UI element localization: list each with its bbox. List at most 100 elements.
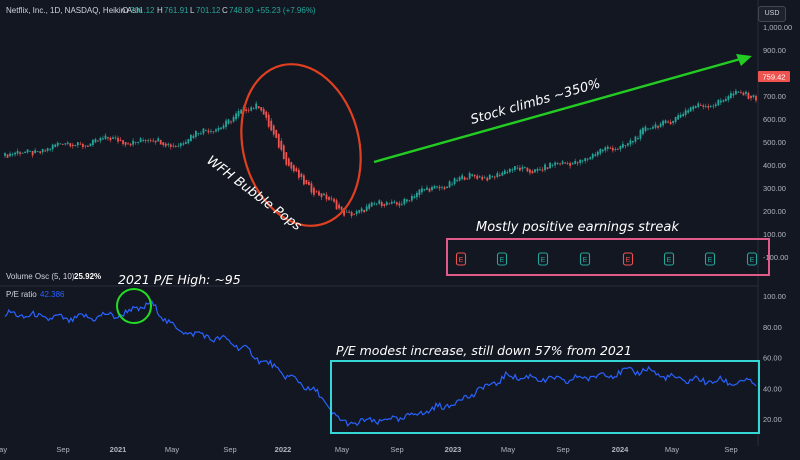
candle-body (335, 200, 338, 210)
earnings-marker[interactable]: E (496, 252, 508, 266)
candle-body (184, 142, 187, 145)
candle-body (408, 200, 411, 202)
candle-body (546, 167, 549, 169)
candle-body (529, 169, 531, 173)
candle-body (418, 189, 421, 196)
pe-tick-label: 80.00 (763, 323, 782, 332)
earnings-marker-box (537, 252, 549, 266)
candle-body (333, 198, 335, 202)
high-value: 761.91 (164, 6, 189, 15)
pe-tick-label: 100.00 (763, 292, 786, 301)
price-y-axis[interactable]: 1,000.00900.00800.00700.00600.00500.0040… (763, 23, 792, 262)
candle-body (446, 186, 448, 189)
candle-body (747, 92, 750, 99)
candle-body (616, 149, 619, 150)
candle-body (54, 144, 57, 147)
earnings-marker-box (579, 252, 591, 266)
candle-body (61, 143, 64, 145)
earnings-marker[interactable]: E (704, 252, 716, 266)
candle-body (466, 178, 469, 180)
candle-body (142, 140, 145, 141)
currency-button[interactable]: USD (758, 6, 786, 22)
candle-body (745, 91, 747, 94)
candle-body (488, 174, 491, 180)
price-tick-label: 500.00 (763, 138, 786, 147)
candle-body (340, 206, 343, 210)
candle-body (64, 143, 67, 145)
candle-body (330, 198, 333, 200)
candle-body (24, 151, 26, 154)
candle-body (752, 95, 755, 97)
earnings-marker[interactable]: E (663, 252, 675, 266)
candle-body (463, 177, 466, 180)
candle-body (433, 186, 436, 189)
candle-body (506, 171, 509, 173)
pe-y-axis[interactable]: 100.00 80.00 60.00 40.00 20.00 (763, 292, 786, 424)
candle-body (589, 157, 592, 160)
time-tick-label: May (335, 445, 349, 454)
candle-body (486, 177, 489, 181)
candle-body (531, 171, 534, 174)
candle-body (129, 143, 132, 146)
candle-body (328, 196, 330, 200)
candle-body (152, 140, 155, 142)
candle-body (117, 137, 119, 142)
pe-line-group (4, 300, 757, 427)
candle-body (724, 98, 727, 101)
candle-body (423, 189, 426, 191)
candle-body (300, 173, 303, 177)
pe-tick-label: 60.00 (763, 354, 782, 363)
earnings-marker[interactable]: E (537, 252, 549, 266)
candle-body (524, 167, 526, 169)
candle-body (385, 202, 388, 205)
candle-body (167, 143, 170, 145)
earnings-marker[interactable]: E (579, 252, 591, 266)
symbol-label: Netflix, Inc., 1D, NASDAQ, Heikin Ashi (6, 6, 143, 15)
candle-body (215, 129, 217, 132)
candle-body (611, 147, 614, 151)
candle-body (368, 204, 371, 209)
candle-body (280, 140, 283, 150)
time-axis[interactable]: May Sep 2021 May Sep 2022 May Sep 2023 May Sep 2024… (0, 445, 738, 454)
price-badge-bg (758, 71, 790, 82)
candle-body (9, 153, 11, 157)
earnings-marker[interactable]: E (746, 252, 758, 266)
candle-body (323, 193, 325, 196)
candle-body (92, 139, 94, 145)
candle-body (536, 168, 539, 171)
price-tick-label: 900.00 (763, 46, 786, 55)
candle-body (144, 140, 147, 142)
candle-body (714, 104, 717, 107)
candle-body (177, 145, 180, 147)
candle-body (79, 143, 82, 145)
candle-body (438, 186, 441, 189)
candle-body (97, 140, 99, 142)
earnings-marker-box (496, 252, 508, 266)
candle-body (498, 175, 501, 176)
time-tick-label: 2021 (110, 445, 127, 454)
candle-body (471, 174, 474, 176)
candle-body (375, 203, 378, 205)
earnings-marker-box (704, 252, 716, 266)
candle-body (393, 201, 396, 203)
candle-body (39, 151, 42, 153)
candle-body (207, 130, 210, 133)
time-tick-label: Sep (390, 445, 403, 454)
growth-arrow-head (736, 54, 752, 66)
candle-body (315, 191, 318, 193)
candle-body (569, 163, 572, 166)
stock-climbs-annotation: Stock climbs ~350% (469, 76, 602, 127)
candle-body (237, 111, 240, 117)
candle-body (313, 187, 315, 195)
candle-body (49, 148, 52, 150)
candle-body (702, 105, 705, 107)
time-tick-label: May (665, 445, 679, 454)
candle-body (74, 145, 77, 146)
earnings-marker[interactable]: E (455, 252, 467, 266)
legend-header: Netflix, Inc., 1D, NASDAQ, Heikin Ashi O… (6, 6, 316, 15)
candle-body (212, 131, 215, 133)
earnings-marker[interactable]: E (622, 252, 634, 266)
candle-body (182, 143, 185, 145)
candle-body (493, 176, 496, 178)
candle-body (16, 151, 19, 154)
